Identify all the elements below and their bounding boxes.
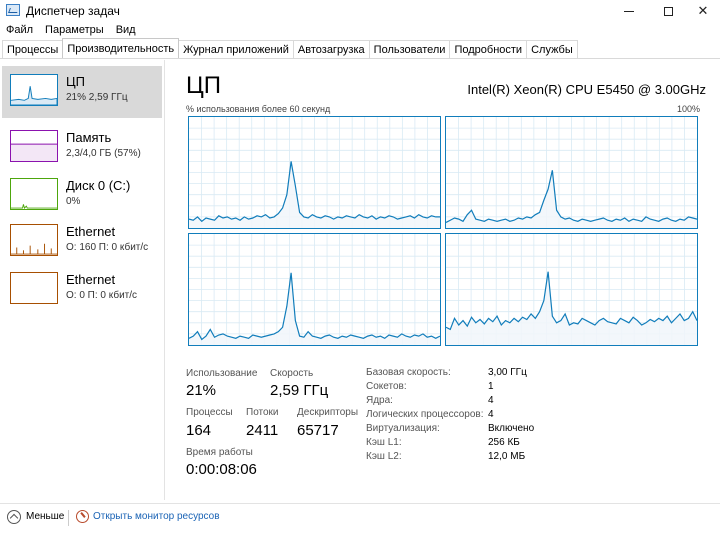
fewer-details-button[interactable]: Меньше	[26, 511, 65, 522]
handles-label: Дескрипторы	[297, 407, 359, 418]
sidebar-item-detail: 0%	[66, 196, 81, 207]
spec-value: 12,0 МБ	[488, 451, 526, 462]
usage-area	[446, 271, 697, 345]
resource-monitor-icon	[76, 510, 89, 523]
handles-value: 65717	[297, 422, 339, 439]
tab-services[interactable]: Службы	[526, 40, 578, 58]
usage-value: 21%	[186, 382, 217, 399]
footer-bar: Меньше Открыть монитор ресурсов	[0, 503, 720, 533]
tab-bar: Процессы Производительность Журнал прило…	[0, 38, 720, 59]
sidebar-item-ethernet-1[interactable]: Ethernet О: 160 П: 0 кбит/с	[2, 216, 162, 262]
disk-mini-graph	[10, 178, 58, 210]
cpu-core-graph-4	[445, 233, 698, 346]
spec-value: 4	[488, 409, 494, 420]
menu-bar: Файл Параметры Вид	[0, 22, 142, 40]
sidebar-item-label: Ethernet	[66, 224, 116, 239]
sidebar-item-detail: 2,3/4,0 ГБ (57%)	[66, 148, 141, 159]
title-bar: Диспетчер задач ✕	[0, 0, 720, 22]
tab-app-history[interactable]: Журнал приложений	[178, 40, 294, 58]
usage-line	[189, 161, 440, 223]
sidebar-item-detail: 21% 2,59 ГГц	[66, 92, 128, 103]
spec-label: Сокетов:	[366, 381, 407, 392]
cpu-core-graph-2	[445, 116, 698, 229]
processes-label: Процессы	[186, 407, 233, 418]
cpu-core-graph-1	[188, 116, 441, 229]
usage-area	[189, 272, 440, 345]
sidebar-item-label: Память	[66, 130, 112, 145]
usage-area	[189, 161, 440, 228]
menu-view[interactable]: Вид	[115, 24, 136, 36]
resource-list: ЦП 21% 2,59 ГГц Память 2,3/4,0 ГБ (57%) …	[0, 60, 165, 500]
threads-value: 2411	[246, 422, 279, 439]
uptime-label: Время работы	[186, 447, 253, 458]
spec-label: Базовая скорость:	[366, 367, 451, 378]
task-manager-icon	[6, 4, 20, 16]
spec-value: 4	[488, 395, 494, 406]
cpu-mini-graph	[10, 74, 58, 106]
sidebar-item-label: ЦП	[66, 74, 85, 89]
page-title: ЦП	[186, 72, 222, 99]
spec-label: Кэш L1:	[366, 437, 402, 448]
menu-options[interactable]: Параметры	[45, 24, 104, 36]
cpu-detail-panel: ЦП Intel(R) Xeon(R) CPU E5450 @ 3.00GHz …	[186, 60, 706, 500]
cpu-model-name: Intel(R) Xeon(R) CPU E5450 @ 3.00GHz	[467, 82, 706, 97]
speed-label: Скорость	[270, 368, 314, 379]
minimize-icon	[624, 10, 634, 12]
spec-label: Логических процессоров:	[366, 409, 484, 420]
spec-value: 3,00 ГГц	[488, 367, 527, 378]
memory-mini-graph	[10, 130, 58, 162]
spec-label: Ядра:	[366, 395, 393, 406]
minimize-button[interactable]	[606, 0, 652, 22]
sidebar-item-detail: О: 0 П: 0 кбит/с	[66, 290, 138, 301]
graph-max-label: 100%	[676, 104, 700, 114]
maximize-button[interactable]	[645, 0, 691, 22]
close-button[interactable]: ✕	[680, 0, 720, 22]
graph-caption: % использования более 60 секунд	[186, 104, 331, 114]
tab-users[interactable]: Пользователи	[368, 40, 451, 58]
cpu-core-graph-3	[188, 233, 441, 346]
usage-area	[446, 170, 697, 228]
chevron-up-icon[interactable]	[7, 510, 21, 524]
sidebar-item-label: Ethernet	[66, 272, 116, 287]
close-icon: ✕	[697, 3, 709, 18]
tab-performance[interactable]: Производительность	[62, 38, 180, 58]
maximize-icon	[663, 6, 673, 16]
sidebar-item-detail: О: 160 П: 0 кбит/с	[66, 242, 149, 253]
spec-value: Включено	[488, 423, 535, 434]
spec-value: 1	[488, 381, 494, 392]
tab-processes[interactable]: Процессы	[2, 40, 64, 58]
usage-label: Использование	[186, 368, 258, 379]
spec-label: Виртуализация:	[366, 423, 440, 434]
tab-details[interactable]: Подробности	[449, 40, 528, 58]
spec-value: 256 КБ	[488, 437, 520, 448]
tab-startup[interactable]: Автозагрузка	[292, 40, 370, 58]
ethernet-mini-graph	[10, 224, 58, 256]
speed-value: 2,59 ГГц	[270, 382, 329, 399]
sidebar-item-memory[interactable]: Память 2,3/4,0 ГБ (57%)	[2, 122, 162, 168]
sidebar-item-label: Диск 0 (C:)	[66, 178, 131, 193]
processes-value: 164	[186, 422, 212, 439]
threads-label: Потоки	[246, 407, 279, 418]
uptime-value: 0:00:08:06	[186, 461, 257, 478]
usage-line	[446, 170, 697, 223]
ethernet-mini-graph	[10, 272, 58, 304]
divider	[68, 510, 69, 526]
menu-file[interactable]: Файл	[6, 24, 34, 36]
open-resource-monitor-link[interactable]: Открыть монитор ресурсов	[93, 511, 220, 522]
usage-line	[446, 271, 697, 331]
spec-label: Кэш L2:	[366, 451, 402, 462]
window-title: Диспетчер задач	[26, 4, 120, 18]
sidebar-item-disk[interactable]: Диск 0 (C:) 0%	[2, 170, 162, 216]
sidebar-item-ethernet-2[interactable]: Ethernet О: 0 П: 0 кбит/с	[2, 264, 162, 310]
sidebar-item-cpu[interactable]: ЦП 21% 2,59 ГГц	[2, 66, 162, 118]
usage-line	[189, 272, 440, 341]
